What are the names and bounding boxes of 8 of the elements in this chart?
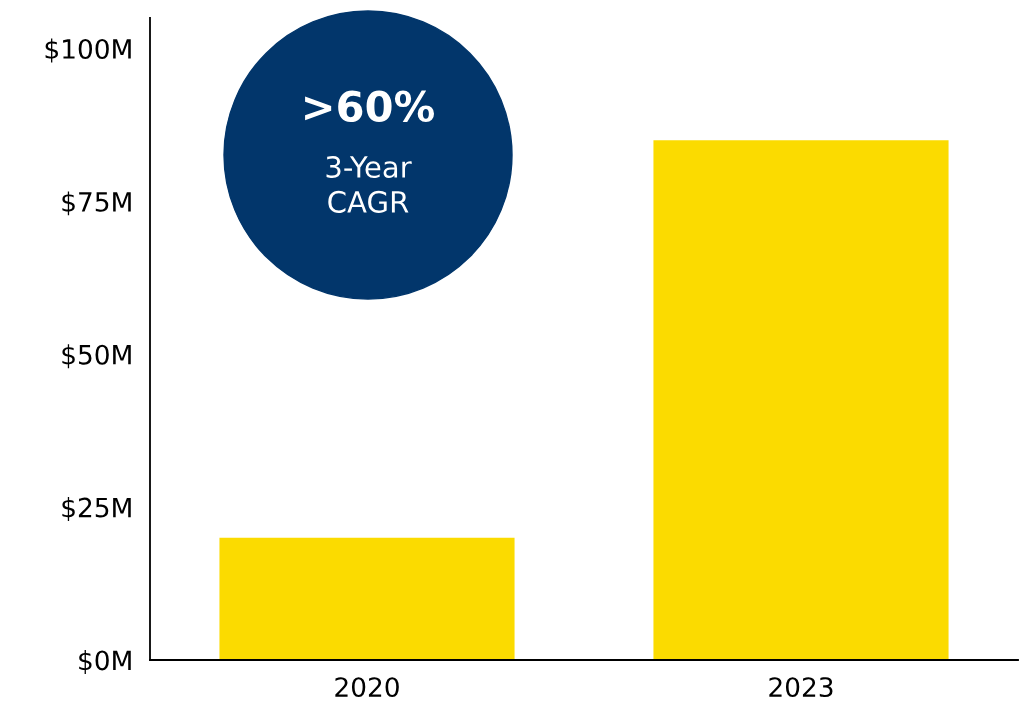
y-tick-label: $50M (62, 344, 131, 369)
y-tick-label: $0M (79, 649, 131, 674)
y-tick-label: $25M (62, 497, 131, 522)
y-tick-label: $100M (45, 38, 131, 63)
x-tick-label: 2020 (335, 677, 399, 698)
annotation: >60% 3-Year CAGR (305, 90, 434, 213)
x-tick-label: 2023 (769, 677, 833, 698)
y-tick-label: $75M (62, 191, 131, 216)
